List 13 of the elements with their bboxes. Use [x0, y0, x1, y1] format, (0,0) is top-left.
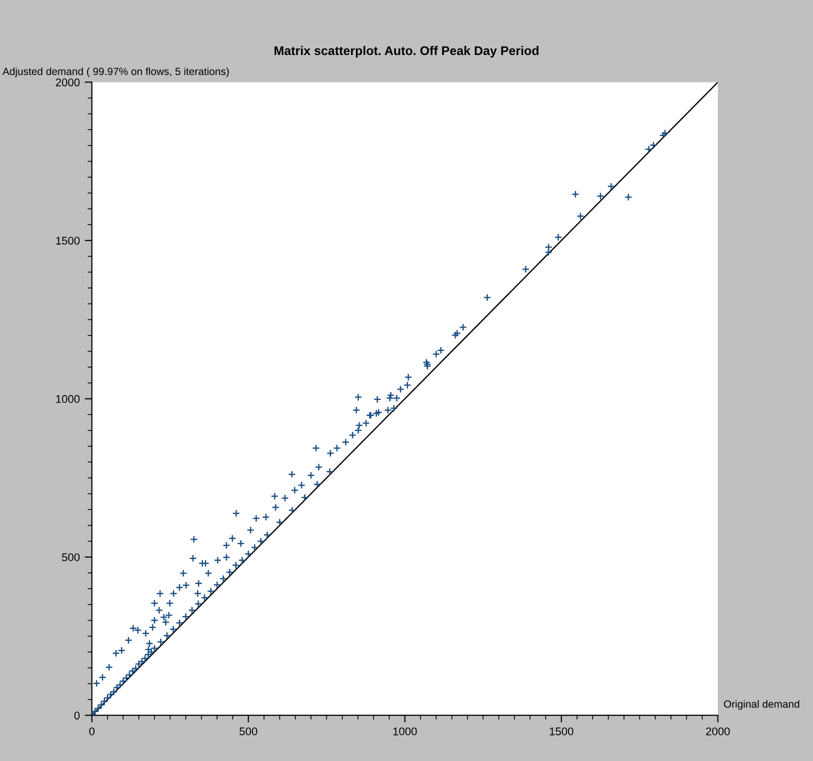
y-axis-title: Adjusted demand ( 99.97% on flows, 5 iterations): [2, 67, 229, 78]
x-tick-label: 0: [89, 727, 95, 736]
chart-title: Matrix scatterplot. Auto. Off Peak Day Period: [274, 46, 538, 58]
y-tick-label: 500: [62, 553, 80, 562]
y-tick-label: 1000: [56, 395, 80, 403]
x-tick-label: 1500: [550, 727, 574, 736]
y-tick-label: 2000: [56, 78, 80, 86]
x-tick-label: 500: [240, 727, 258, 736]
y-tick-label: 0: [74, 712, 80, 720]
x-tick-label: 2000: [706, 727, 730, 736]
x-axis-title: Original demand: [724, 700, 800, 710]
x-tick-label: 1000: [393, 727, 417, 736]
y-tick-label: 1500: [56, 236, 80, 245]
